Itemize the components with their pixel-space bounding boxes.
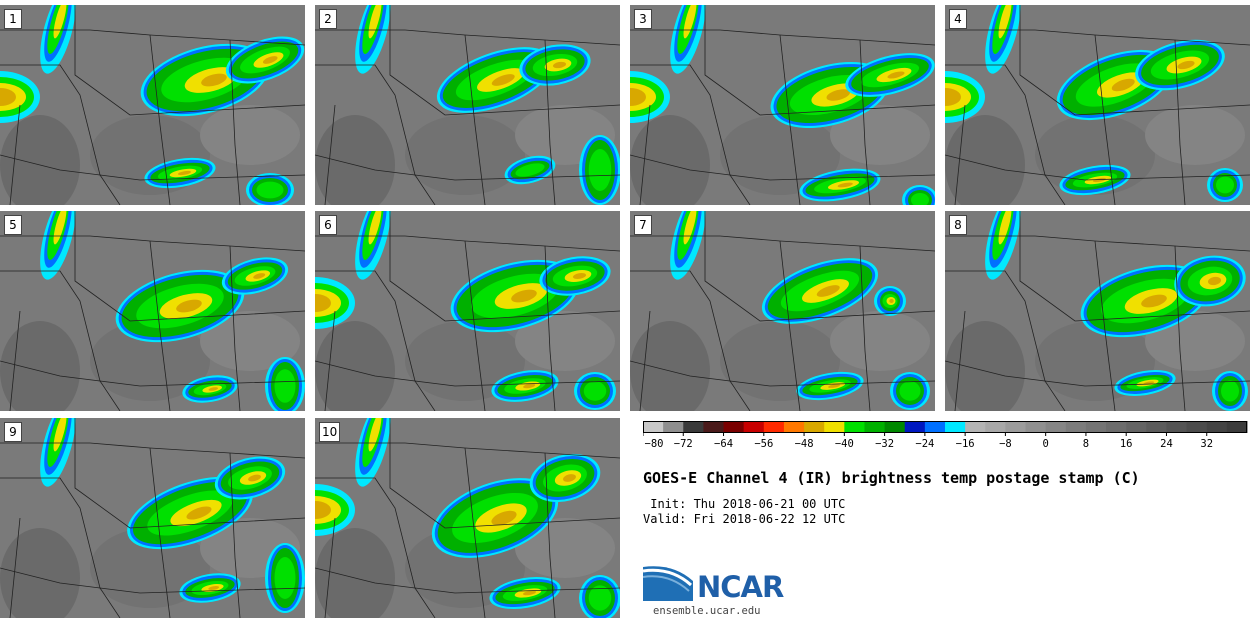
colorbar-tick-label: 8 — [1083, 438, 1089, 450]
colorbar-segment — [683, 421, 704, 433]
colorbar-tick-label: −8 — [999, 438, 1012, 450]
colorbar-tick-label: −24 — [915, 438, 934, 450]
colorbar-segment — [1226, 421, 1248, 433]
colorbar-segment — [884, 421, 906, 433]
satellite-image-5 — [0, 211, 305, 411]
colorbar-tick-label: −40 — [835, 438, 854, 450]
colorbar-segment — [1186, 421, 1208, 433]
colorbar-segment — [783, 421, 805, 433]
map-panel-10: 10 — [315, 418, 620, 618]
colorbar-tick-label: −56 — [754, 438, 773, 450]
satellite-image-8 — [945, 211, 1250, 411]
colorbar-segment — [804, 421, 825, 433]
colorbar-segment — [824, 421, 845, 433]
valid-time: Valid: Fri 2018-06-22 12 UTC — [643, 512, 846, 526]
colorbar-segment — [703, 421, 725, 433]
panel-label: 9 — [4, 422, 22, 442]
colorbar-tick-label: −80 — [645, 438, 664, 450]
panel-label: 3 — [634, 9, 652, 29]
colorbar-segment — [985, 421, 1006, 433]
colorbar-tick-label: −64 — [714, 438, 733, 450]
colorbar-tick-label: 24 — [1160, 438, 1173, 450]
colorbar-tick-label: −72 — [674, 438, 693, 450]
satellite-image-4 — [945, 5, 1250, 205]
panel-label: 4 — [949, 9, 967, 29]
map-panel-3: 3 — [630, 5, 935, 205]
colorbar-tick-label: −16 — [956, 438, 975, 450]
colorbar-segment — [723, 421, 745, 433]
init-time: Init: Thu 2018-06-21 00 UTC — [643, 497, 846, 511]
panel-label: 8 — [949, 215, 967, 235]
colorbar-segment — [1065, 421, 1087, 433]
map-panel-9: 9 — [0, 418, 305, 618]
panel-label: 7 — [634, 215, 652, 235]
satellite-image-3 — [630, 5, 935, 205]
colorbar-segment — [743, 421, 765, 433]
panel-label: 10 — [319, 422, 341, 442]
map-panel-1: 1 — [0, 5, 305, 205]
colorbar-tick-label: −32 — [875, 438, 894, 450]
satellite-image-10 — [315, 418, 620, 618]
colorbar-segment — [763, 421, 785, 433]
colorbar-segment — [965, 421, 986, 433]
map-panel-7: 7 — [630, 211, 935, 411]
colorbar-segment — [945, 421, 966, 433]
colorbar-segment — [1045, 421, 1067, 433]
colorbar-segment — [1126, 421, 1147, 433]
panel-label: 1 — [4, 9, 22, 29]
colorbar-segment — [924, 421, 946, 433]
colorbar-segment — [1085, 421, 1107, 433]
colorbar-segment — [844, 421, 865, 433]
colorbar-segment — [1206, 421, 1228, 433]
ncar-logo-icon — [643, 566, 693, 601]
map-panel-2: 2 — [315, 5, 620, 205]
satellite-image-2 — [315, 5, 620, 205]
map-panel-4: 4 — [945, 5, 1250, 205]
satellite-image-9 — [0, 418, 305, 618]
satellite-image-7 — [630, 211, 935, 411]
colorbar-tick-label: 32 — [1200, 438, 1213, 450]
colorbar-segment — [904, 421, 926, 433]
satellite-image-6 — [315, 211, 620, 411]
colorbar-tick-label: 16 — [1120, 438, 1133, 450]
map-panel-6: 6 — [315, 211, 620, 411]
map-panel-8: 8 — [945, 211, 1250, 411]
map-panel-5: 5 — [0, 211, 305, 411]
satellite-image-1 — [0, 5, 305, 205]
colorbar-segment — [1146, 421, 1167, 433]
colorbar-segment — [1106, 421, 1127, 433]
panel-label: 6 — [319, 215, 337, 235]
colorbar-segment — [663, 421, 684, 433]
colorbar: −80 −72 −64 −56 −48 −40 −32 −24 −16 −8 0 8 16 24 32 — [643, 421, 1248, 450]
colorbar-segment — [1005, 421, 1027, 433]
colorbar-tick-label: −48 — [795, 438, 814, 450]
logo-text: NCAR — [697, 570, 784, 604]
colorbar-segment — [643, 421, 664, 433]
colorbar-segment — [864, 421, 886, 433]
site-url: ensemble.ucar.edu — [653, 605, 761, 617]
colorbar-tick-label: 0 — [1043, 438, 1049, 450]
colorbar-segment — [1166, 421, 1188, 433]
panel-label: 5 — [4, 215, 22, 235]
colorbar-segment — [1025, 421, 1047, 433]
panel-label: 2 — [319, 9, 337, 29]
page-title: GOES-E Channel 4 (IR) brightness temp po… — [643, 469, 1140, 487]
